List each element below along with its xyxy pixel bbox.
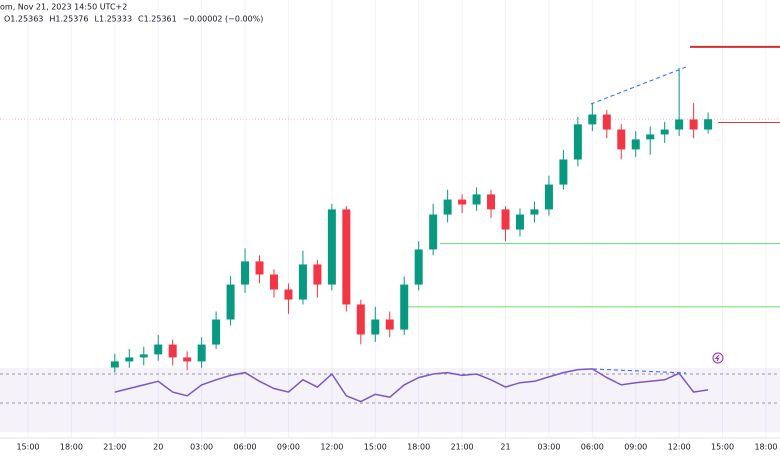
x-tick-label: 21:00	[103, 443, 126, 452]
candle-body	[183, 357, 192, 362]
rsi-pane	[0, 368, 780, 432]
x-tick-label: 18:00	[407, 443, 430, 452]
candle-body	[313, 264, 322, 285]
candle-body	[429, 214, 438, 250]
candle-body	[631, 139, 640, 150]
candle-body	[255, 261, 264, 275]
x-tick-label: 18:00	[754, 443, 777, 452]
x-tick-label: 18:00	[60, 443, 83, 452]
candle-body	[660, 129, 669, 135]
candle-body	[414, 249, 423, 285]
divergence-line	[590, 66, 687, 105]
candle-body	[443, 199, 452, 215]
grid	[27, 0, 767, 438]
x-tick-label: 06:00	[234, 443, 257, 452]
candle-body	[487, 194, 496, 210]
candle-body	[588, 114, 597, 125]
candle-body	[110, 361, 119, 368]
candle-body	[646, 134, 655, 140]
candle-body	[371, 319, 380, 335]
change-value: −0.00002 (−0.00%)	[183, 15, 264, 24]
candle-body	[197, 344, 206, 362]
candle-body	[617, 129, 626, 150]
candle-body	[226, 284, 235, 320]
candle-body	[400, 284, 409, 330]
x-tick-label: 20	[153, 443, 163, 452]
x-tick-label: 15:00	[711, 443, 734, 452]
x-tick-label: 15:00	[364, 443, 387, 452]
candle-body	[284, 289, 293, 300]
candle-body	[125, 357, 134, 362]
ohlc-value: L1.25333	[95, 15, 133, 24]
ohlc-value: H1.25376	[49, 15, 88, 24]
ohlc-value: C1.25361	[138, 15, 177, 24]
rsi-line	[114, 368, 709, 403]
x-tick-label: 09:00	[277, 443, 300, 452]
header-title: om, Nov 21, 2023 14:50 UTC+2	[0, 3, 127, 12]
x-tick-label: 21	[500, 443, 510, 452]
candle-body	[342, 209, 351, 305]
x-tick-label: 03:00	[537, 443, 560, 452]
candle-body	[458, 199, 467, 205]
candle-body	[212, 319, 221, 345]
candle-body	[689, 119, 698, 130]
candle-body	[515, 214, 524, 230]
x-tick-label: 21:00	[451, 443, 474, 452]
candle-body	[298, 264, 307, 300]
x-tick-label: 06:00	[581, 443, 604, 452]
candle-body	[327, 209, 336, 285]
candle-body	[501, 209, 510, 230]
candle-body	[269, 274, 278, 290]
candle-body	[602, 114, 611, 130]
candle-body	[530, 209, 539, 215]
rsi-divergence-line	[592, 368, 687, 374]
candle-body	[385, 319, 394, 330]
alert-icon[interactable]	[712, 352, 724, 364]
candle-body	[168, 344, 177, 358]
x-tick-label: 03:00	[190, 443, 213, 452]
x-tick-label: 09:00	[624, 443, 647, 452]
candle-body	[675, 119, 684, 130]
candle-body	[704, 119, 713, 130]
candle-body	[241, 261, 250, 285]
x-tick-label: 12:00	[320, 443, 343, 452]
candle-body	[356, 304, 365, 335]
ohlc-value: O1.25363	[4, 15, 43, 24]
candle-body	[573, 124, 582, 160]
candle-body	[544, 184, 553, 210]
candle-body	[139, 354, 148, 358]
candle-body	[559, 159, 568, 185]
x-tick-label: 12:00	[668, 443, 691, 452]
candle-body	[154, 344, 163, 355]
x-tick-label: 15:00	[16, 443, 39, 452]
alert-icon-bolt	[714, 354, 720, 362]
candle-body	[472, 194, 481, 205]
